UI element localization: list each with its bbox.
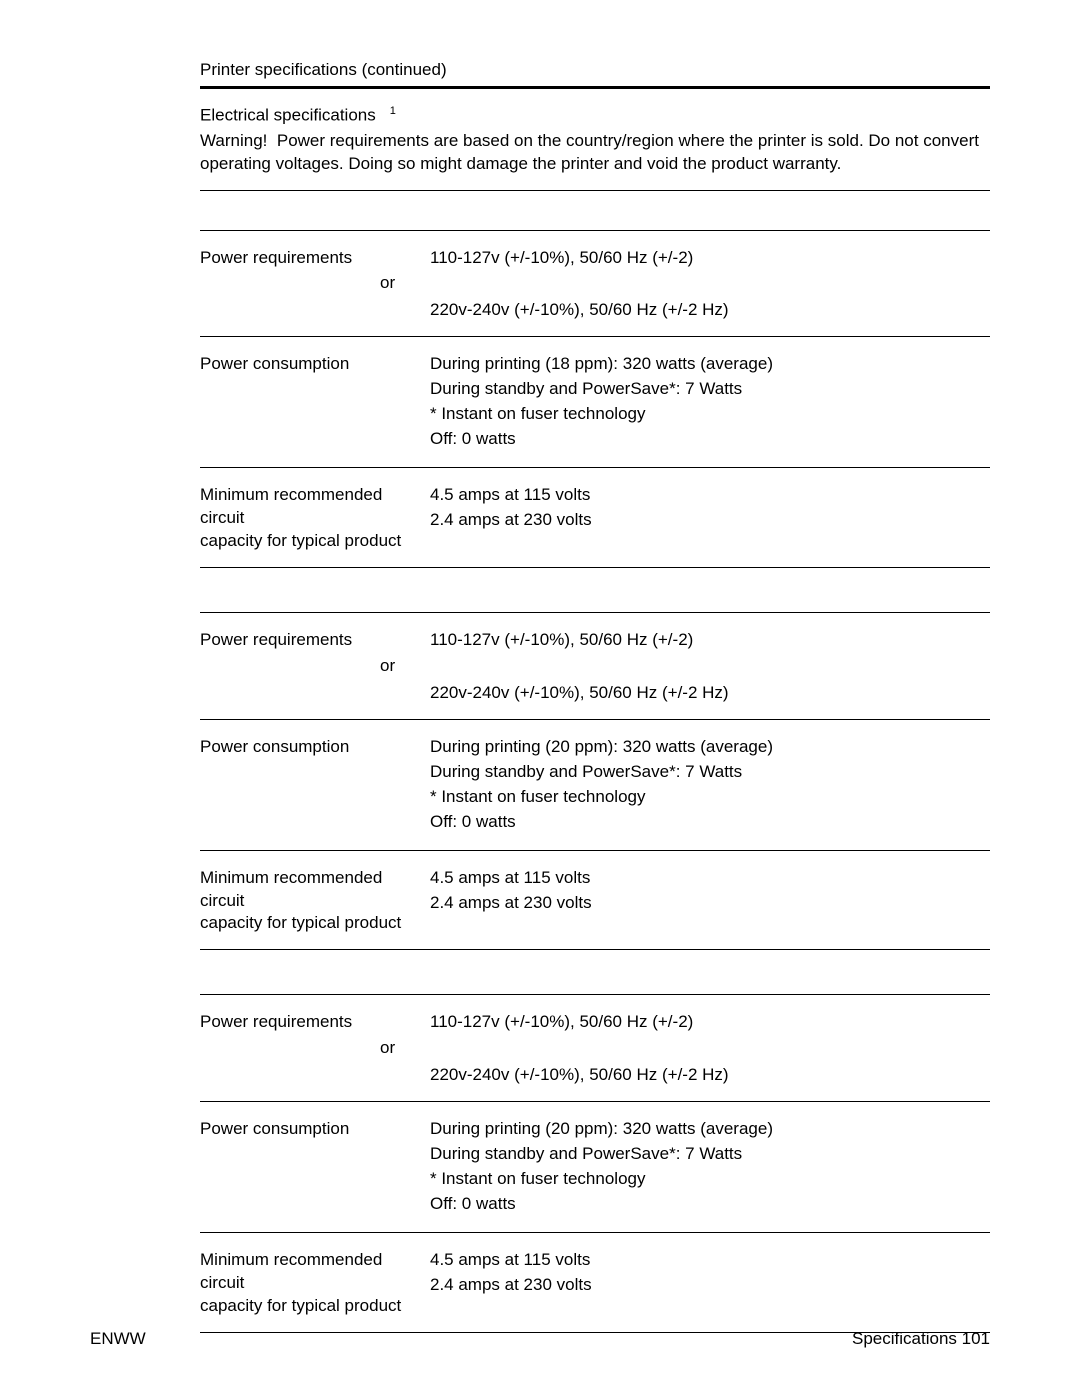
spec-value: 2.4 amps at 230 volts: [430, 892, 990, 915]
warning-text: Power requirements are based on the coun…: [200, 131, 979, 173]
spec-row-power-requirements: Power requirements 110-127v (+/-10%), 50…: [200, 995, 990, 1102]
spec-value: 4.5 amps at 115 volts: [430, 1249, 990, 1272]
warning-prefix: Warning!: [200, 131, 267, 150]
section-heading: Electrical specifications 1: [200, 105, 990, 126]
spacer-rule: [200, 191, 990, 231]
spec-value: * Instant on fuser technology: [430, 786, 990, 809]
spec-value: 220v-240v (+/-10%), 50/60 Hz (+/-2 Hz): [430, 1064, 990, 1087]
spec-label: Power requirements: [200, 247, 430, 270]
spec-value: Off: 0 watts: [430, 811, 990, 834]
spec-label: capacity for typical product: [200, 530, 420, 553]
spec-row-power-consumption: Power consumption During printing (20 pp…: [200, 1102, 990, 1233]
spec-label: capacity for typical product: [200, 1295, 420, 1318]
warning-paragraph: Warning! Power requirements are based on…: [200, 130, 990, 191]
spec-label: Power requirements: [200, 1011, 430, 1034]
spec-label: Power consumption: [200, 736, 430, 836]
spec-row-circuit-capacity: Minimum recommended circuit capacity for…: [200, 851, 990, 951]
spec-label: Minimum recommended circuit: [200, 867, 420, 913]
footer-left: ENWW: [90, 1329, 146, 1349]
spec-value: 4.5 amps at 115 volts: [430, 484, 990, 507]
spec-row-power-consumption: Power consumption During printing (20 pp…: [200, 720, 990, 851]
page: Printer specifications (continued) Elect…: [0, 0, 1080, 1397]
spec-value: During standby and PowerSave*: 7 Watts: [430, 378, 990, 401]
page-title: Printer specifications (continued): [200, 60, 990, 89]
spec-row-power-consumption: Power consumption During printing (18 pp…: [200, 337, 990, 468]
spec-value: Off: 0 watts: [430, 428, 990, 451]
spec-value: During printing (20 ppm): 320 watts (ave…: [430, 1118, 990, 1141]
or-label: or: [200, 273, 990, 293]
spec-row-circuit-capacity: Minimum recommended circuit capacity for…: [200, 1233, 990, 1333]
spec-value: During standby and PowerSave*: 7 Watts: [430, 1143, 990, 1166]
section-heading-text: Electrical specifications: [200, 106, 376, 125]
footnote-marker: 1: [390, 105, 396, 117]
spec-value: * Instant on fuser technology: [430, 1168, 990, 1191]
spec-label: capacity for typical product: [200, 912, 420, 935]
spec-label: Power consumption: [200, 353, 430, 453]
page-footer: ENWW Specifications 101: [90, 1329, 990, 1349]
spec-label: Minimum recommended circuit: [200, 1249, 420, 1295]
spec-row-power-requirements: Power requirements 110-127v (+/-10%), 50…: [200, 613, 990, 720]
spec-label: Minimum recommended circuit: [200, 484, 420, 530]
spec-value: Off: 0 watts: [430, 1193, 990, 1216]
spec-value: 2.4 amps at 230 volts: [430, 1274, 990, 1297]
spec-value: During printing (20 ppm): 320 watts (ave…: [430, 736, 990, 759]
spec-value: During standby and PowerSave*: 7 Watts: [430, 761, 990, 784]
spec-value: 220v-240v (+/-10%), 50/60 Hz (+/-2 Hz): [430, 299, 990, 322]
spec-row-circuit-capacity: Minimum recommended circuit capacity for…: [200, 468, 990, 568]
or-label: or: [200, 1038, 990, 1058]
spec-value: 2.4 amps at 230 volts: [430, 509, 990, 532]
spec-value: During printing (18 ppm): 320 watts (ave…: [430, 353, 990, 376]
spec-value: 110-127v (+/-10%), 50/60 Hz (+/-2): [430, 629, 990, 652]
spec-value: 110-127v (+/-10%), 50/60 Hz (+/-2): [430, 247, 990, 270]
spec-value: 110-127v (+/-10%), 50/60 Hz (+/-2): [430, 1011, 990, 1034]
spec-value: 4.5 amps at 115 volts: [430, 867, 990, 890]
spec-label: Power consumption: [200, 1118, 430, 1218]
spec-value: 220v-240v (+/-10%), 50/60 Hz (+/-2 Hz): [430, 682, 990, 705]
spec-label: Power requirements: [200, 629, 430, 652]
or-label: or: [200, 656, 990, 676]
spec-row-power-requirements: Power requirements 110-127v (+/-10%), 50…: [200, 231, 990, 338]
spec-value: * Instant on fuser technology: [430, 403, 990, 426]
footer-right: Specifications 101: [852, 1329, 990, 1349]
